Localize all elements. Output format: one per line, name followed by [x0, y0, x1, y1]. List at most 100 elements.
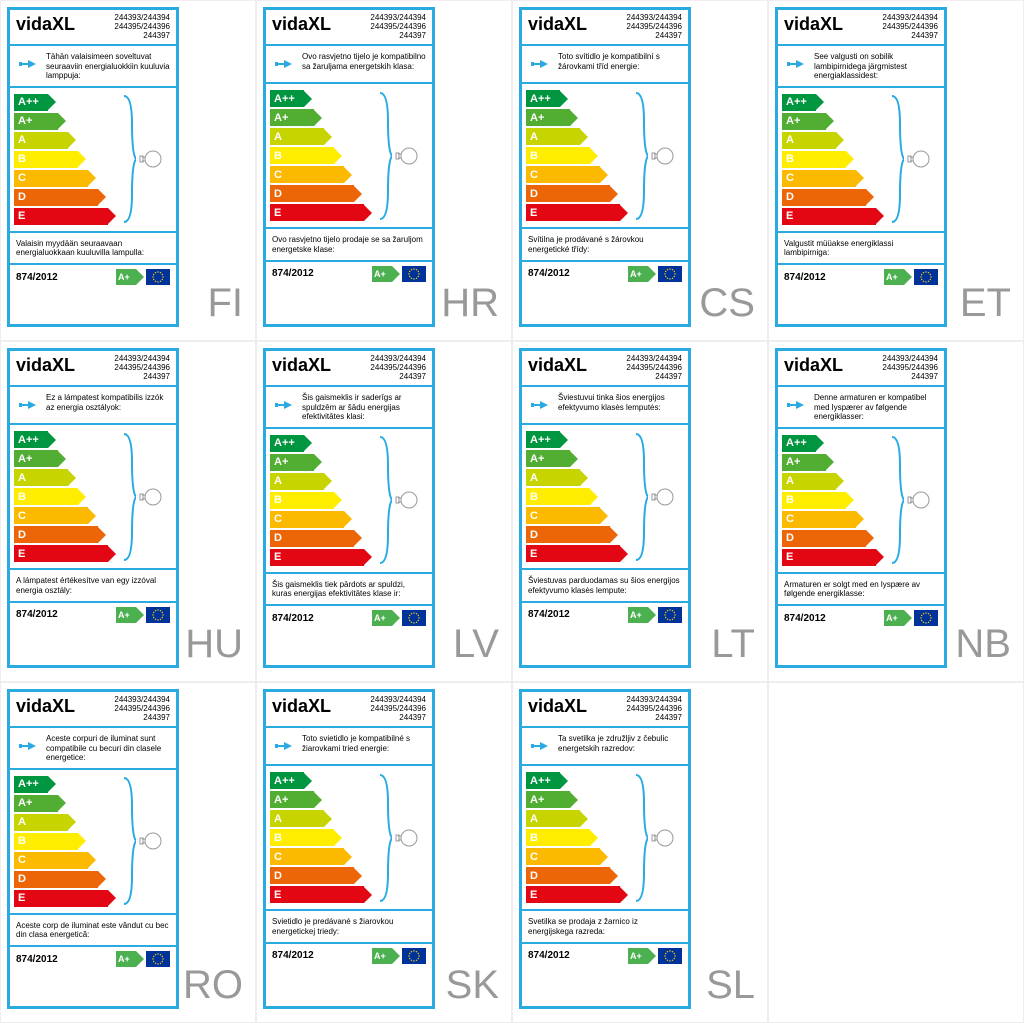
energy-arrow: C	[526, 166, 628, 183]
energy-arrow: E	[270, 886, 372, 903]
aplus-badge: A+	[116, 269, 144, 285]
regulation: 874/2012	[784, 613, 826, 624]
lamp-icon	[272, 52, 296, 76]
energy-arrow: E	[526, 545, 628, 562]
sold-with-text: Svietidlo je predávané s žiarovkou energ…	[266, 909, 432, 941]
lamp-icon	[272, 734, 296, 758]
label-cell: vidaXL 244393/244394244395/244396244397 …	[256, 341, 512, 682]
energy-label: vidaXL 244393/244394244395/244396244397 …	[519, 7, 691, 327]
energy-arrow: C	[526, 507, 628, 524]
aplus-badge: A+	[628, 266, 656, 282]
sold-with-text: Šis gaismeklis tiek pārdots ar spuldzi, …	[266, 572, 432, 604]
energy-label: vidaXL 244393/244394244395/244396244397 …	[7, 7, 179, 327]
product-codes: 244393/244394244395/244396244397	[882, 14, 938, 40]
product-codes: 244393/244394244395/244396244397	[882, 355, 938, 381]
bracket-icon	[378, 773, 392, 903]
bulb-icon	[394, 487, 420, 513]
country-code: FI	[207, 281, 243, 326]
sold-with-text: Valgustit müüakse energiklassi lambipirn…	[778, 231, 944, 263]
brand: vidaXL	[528, 696, 587, 722]
energy-arrow: E	[782, 549, 884, 566]
label-cell: vidaXL 244393/244394244395/244396244397 …	[0, 0, 256, 341]
regulation: 874/2012	[16, 609, 58, 620]
energy-arrow: A++	[270, 90, 372, 107]
energy-arrow: C	[782, 170, 884, 187]
label-cell: vidaXL 244393/244394244395/244396244397 …	[256, 682, 512, 1023]
bracket-icon	[634, 91, 648, 221]
country-code: LT	[711, 622, 755, 667]
energy-arrow: B	[270, 492, 372, 509]
sold-with-text: Svetilka se prodaja z žarnico iz energij…	[522, 909, 688, 941]
energy-arrow: A++	[270, 435, 372, 452]
lamp-icon	[16, 393, 40, 417]
energy-arrow: A+	[526, 109, 628, 126]
eu-flag-icon	[914, 269, 938, 285]
lamp-icon	[784, 393, 808, 417]
energy-chart: A++ A+ A B C D E	[10, 425, 176, 568]
energy-arrow: D	[14, 526, 116, 543]
country-code: ET	[960, 281, 1011, 326]
brand: vidaXL	[16, 355, 75, 381]
label-cell: vidaXL 244393/244394244395/244396244397 …	[768, 341, 1024, 682]
regulation: 874/2012	[528, 609, 570, 620]
energy-arrow: A++	[270, 772, 372, 789]
energy-arrow: A+	[782, 113, 884, 130]
label-cell: vidaXL 244393/244394244395/244396244397 …	[0, 341, 256, 682]
energy-arrow: E	[14, 208, 116, 225]
compat-text: Aceste corpuri de iluminat sunt compatib…	[46, 734, 170, 762]
compat-text: Toto svítidlo je kompatibilní s žárovkam…	[558, 52, 682, 70]
energy-arrow: A+	[14, 795, 116, 812]
product-codes: 244393/244394244395/244396244397	[626, 14, 682, 40]
energy-arrow: E	[14, 890, 116, 907]
bulb-icon	[650, 484, 676, 510]
bulb-icon	[138, 484, 164, 510]
regulation: 874/2012	[272, 268, 314, 279]
energy-label: vidaXL 244393/244394244395/244396244397 …	[263, 348, 435, 668]
energy-arrow: B	[14, 488, 116, 505]
sold-with-text: Svítilna je prodávané s žárovkou energet…	[522, 227, 688, 259]
lamp-icon	[16, 734, 40, 758]
energy-arrow: A++	[782, 435, 884, 452]
brand: vidaXL	[528, 14, 587, 40]
country-code: HU	[185, 622, 243, 667]
bulb-icon	[906, 487, 932, 513]
product-codes: 244393/244394244395/244396244397	[370, 14, 426, 40]
energy-label: vidaXL 244393/244394244395/244396244397 …	[263, 7, 435, 327]
brand: vidaXL	[272, 355, 331, 381]
energy-arrow: E	[270, 204, 372, 221]
energy-arrow: A++	[14, 431, 116, 448]
bracket-icon	[890, 435, 904, 565]
sold-with-text: Armaturen er solgt med en lyspære av føl…	[778, 572, 944, 604]
energy-label: vidaXL 244393/244394244395/244396244397 …	[775, 7, 947, 327]
label-cell: vidaXL 244393/244394244395/244396244397 …	[512, 0, 768, 341]
energy-arrow: C	[782, 511, 884, 528]
country-code: SK	[446, 963, 499, 1008]
energy-arrow: D	[270, 530, 372, 547]
eu-flag-icon	[402, 948, 426, 964]
energy-arrow: A	[270, 128, 372, 145]
energy-arrow: A	[14, 132, 116, 149]
aplus-badge: A+	[372, 948, 400, 964]
sold-with-text: Šviestuvas parduodamas su šios energijos…	[522, 568, 688, 600]
regulation: 874/2012	[16, 954, 58, 965]
energy-arrow: D	[782, 189, 884, 206]
energy-arrow: A+	[782, 454, 884, 471]
lamp-icon	[528, 734, 552, 758]
energy-arrow: C	[14, 507, 116, 524]
eu-flag-icon	[914, 610, 938, 626]
energy-arrow: A	[526, 810, 628, 827]
eu-flag-icon	[146, 607, 170, 623]
energy-arrow: A++	[14, 94, 116, 111]
compat-text: Ez a lámpatest kompatibilis izzók az ene…	[46, 393, 170, 411]
country-code: RO	[183, 963, 243, 1008]
product-codes: 244393/244394244395/244396244397	[370, 696, 426, 722]
energy-label: vidaXL 244393/244394244395/244396244397 …	[775, 348, 947, 668]
bracket-icon	[890, 94, 904, 224]
regulation: 874/2012	[272, 950, 314, 961]
energy-arrow: A++	[526, 431, 628, 448]
energy-arrow: A+	[270, 109, 372, 126]
energy-arrow: A	[526, 469, 628, 486]
energy-chart: A++ A+ A B C D E	[266, 84, 432, 227]
product-codes: 244393/244394244395/244396244397	[626, 696, 682, 722]
energy-arrow: A+	[270, 791, 372, 808]
